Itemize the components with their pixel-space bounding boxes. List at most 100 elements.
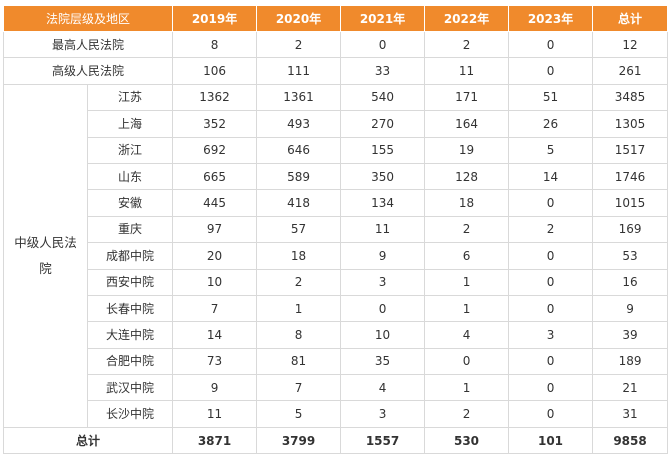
value-cell: 0	[508, 189, 594, 217]
region-label: 大连中院	[86, 321, 174, 349]
value-cell: 39	[592, 321, 669, 349]
value-cell: 0	[508, 347, 594, 376]
value-cell: 9	[172, 374, 258, 402]
header-year: 2020年	[256, 5, 342, 32]
total-value-cell: 1557	[340, 426, 426, 455]
group-label-line: 中级人民法	[14, 234, 77, 250]
value-cell: 8	[256, 321, 342, 349]
table-row: 上海 352 493 270 164 26 1305	[4, 110, 669, 138]
value-cell: 171	[424, 83, 510, 112]
region-label: 成都中院	[86, 242, 174, 270]
table-header-row: 法院层级及地区 2019年 2020年 2021年 2022年 2023年 总计	[2, 5, 669, 32]
value-cell: 189	[592, 347, 669, 376]
value-cell: 51	[508, 83, 594, 112]
table-row: 安徽 445 418 134 18 0 1015	[4, 189, 669, 217]
value-cell: 1361	[256, 83, 342, 112]
value-cell: 9	[592, 294, 669, 323]
value-cell: 1	[256, 294, 342, 323]
value-cell: 31	[592, 400, 669, 428]
total-value-cell: 530	[424, 426, 510, 455]
region-label: 浙江	[86, 136, 174, 164]
header-year: 2023年	[508, 5, 594, 32]
row-label: 高级人民法院	[2, 57, 174, 85]
value-cell: 10	[340, 321, 426, 349]
region-label: 重庆	[86, 215, 174, 244]
value-cell: 0	[508, 242, 594, 270]
value-cell: 0	[508, 400, 594, 428]
region-label: 上海	[86, 110, 174, 138]
table-row: 浙江 692 646 155 19 5 1517	[4, 136, 669, 164]
value-cell: 0	[508, 57, 594, 85]
group-label-line: 院	[39, 260, 52, 276]
value-cell: 692	[172, 136, 258, 164]
value-cell: 418	[256, 189, 342, 217]
value-cell: 493	[256, 110, 342, 138]
total-value-cell: 9858	[592, 426, 669, 455]
table-body: 最高人民法院 8 2 0 2 0 12 高级人民法院 106 111 33 11 0 261 中级人民法院江…	[2, 30, 669, 455]
table-row: 中级人民法院江苏 1362 1361 540 171 51 3485	[3, 83, 669, 428]
row-label: 最高人民法院	[2, 30, 174, 59]
value-cell: 0	[508, 374, 594, 402]
value-cell: 2	[256, 268, 342, 296]
table-row: 西安中院 10 2 3 1 0 16	[4, 268, 669, 296]
total-row: 总计 3871 3799 1557 530 101 9858	[2, 426, 669, 455]
value-cell: 21	[592, 374, 669, 402]
value-cell: 0	[508, 30, 594, 59]
value-cell: 106	[172, 57, 258, 85]
value-cell: 81	[256, 347, 342, 376]
value-cell: 3485	[592, 83, 669, 112]
header-year: 2019年	[172, 5, 258, 32]
value-cell: 4	[424, 321, 510, 349]
value-cell: 6	[424, 242, 510, 270]
value-cell: 134	[340, 189, 426, 217]
value-cell: 2	[256, 30, 342, 59]
value-cell: 1517	[592, 136, 669, 164]
region-label: 江苏	[86, 83, 174, 112]
value-cell: 1305	[592, 110, 669, 138]
value-cell: 3	[508, 321, 594, 349]
value-cell: 18	[424, 189, 510, 217]
region-label: 长春中院	[86, 294, 174, 323]
total-label: 总计	[2, 426, 174, 455]
value-cell: 2	[424, 215, 510, 244]
value-cell: 5	[256, 400, 342, 428]
table-row: 长沙中院 11 5 3 2 0 31	[4, 400, 669, 428]
value-cell: 0	[424, 347, 510, 376]
region-label: 武汉中院	[86, 374, 174, 402]
value-cell: 10	[172, 268, 258, 296]
value-cell: 2	[508, 215, 594, 244]
value-cell: 1015	[592, 189, 669, 217]
value-cell: 0	[508, 268, 594, 296]
value-cell: 540	[340, 83, 426, 112]
value-cell: 11	[340, 215, 426, 244]
table-row: 成都中院 20 18 9 6 0 53	[4, 242, 669, 270]
value-cell: 128	[424, 162, 510, 191]
table-row: 武汉中院 9 7 4 1 0 21	[4, 374, 669, 402]
table-row: 最高人民法院 8 2 0 2 0 12	[2, 30, 669, 59]
value-cell: 3	[340, 400, 426, 428]
value-cell: 169	[592, 215, 669, 244]
value-cell: 73	[172, 347, 258, 376]
region-label: 长沙中院	[86, 400, 174, 428]
region-label: 山东	[86, 162, 174, 191]
total-value-cell: 101	[508, 426, 594, 455]
value-cell: 0	[340, 30, 426, 59]
value-cell: 11	[424, 57, 510, 85]
value-cell: 261	[592, 57, 669, 85]
header-year: 2021年	[340, 5, 426, 32]
value-cell: 9	[340, 242, 426, 270]
value-cell: 1746	[592, 162, 669, 191]
value-cell: 164	[424, 110, 510, 138]
value-cell: 445	[172, 189, 258, 217]
value-cell: 5	[508, 136, 594, 164]
value-cell: 11	[172, 400, 258, 428]
value-cell: 14	[172, 321, 258, 349]
header-total: 总计	[592, 5, 669, 32]
table-row: 大连中院 14 8 10 4 3 39	[4, 321, 669, 349]
value-cell: 1	[424, 268, 510, 296]
value-cell: 7	[256, 374, 342, 402]
value-cell: 97	[172, 215, 258, 244]
table-row: 重庆 97 57 11 2 2 169	[4, 215, 669, 244]
value-cell: 111	[256, 57, 342, 85]
value-cell: 18	[256, 242, 342, 270]
